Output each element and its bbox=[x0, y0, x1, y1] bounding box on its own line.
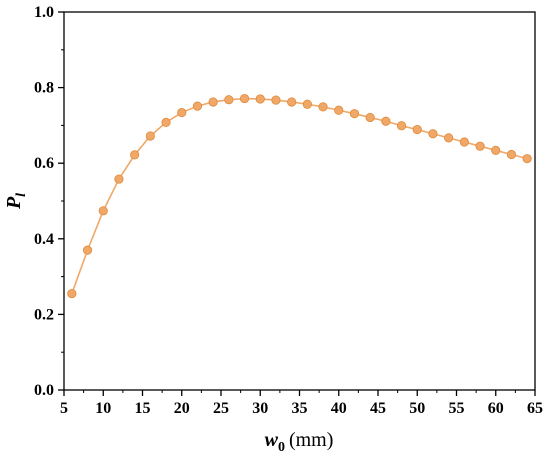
data-point bbox=[255, 94, 265, 104]
x-tick-label: 5 bbox=[60, 400, 68, 417]
x-tick-label: 15 bbox=[135, 400, 151, 417]
y-axis-ticks: 0.0 0.2 0.4 0.6 0.8 1.0 bbox=[34, 4, 64, 399]
y-tick-label: 0.2 bbox=[34, 306, 54, 323]
data-point bbox=[224, 95, 234, 105]
data-point bbox=[145, 131, 155, 141]
y-tick-label: 0.4 bbox=[34, 231, 54, 248]
x-axis-title-unit: (mm) bbox=[289, 429, 333, 451]
data-point bbox=[412, 124, 422, 135]
x-tick-label: 50 bbox=[409, 400, 425, 417]
data-point bbox=[365, 112, 375, 123]
x-axis-ticks: 5 10 15 20 25 30 35 40 45 50 55 60 65 bbox=[60, 390, 543, 417]
y-tick-label: 1.0 bbox=[34, 4, 54, 21]
x-axis-title-sub: 0 bbox=[278, 440, 285, 455]
x-tick-label: 10 bbox=[95, 400, 111, 417]
x-tick-label: 35 bbox=[292, 400, 308, 417]
data-point bbox=[491, 145, 501, 155]
data-point bbox=[271, 95, 281, 105]
data-point bbox=[506, 149, 517, 160]
data-point bbox=[318, 102, 328, 112]
data-point bbox=[349, 109, 360, 119]
y-tick-label: 0.8 bbox=[34, 80, 54, 97]
x-tick-label: 65 bbox=[527, 400, 543, 417]
data-point bbox=[287, 97, 297, 107]
data-point bbox=[177, 107, 187, 118]
data-point bbox=[302, 99, 312, 109]
data-point bbox=[208, 97, 218, 107]
y-tick-label: 0.0 bbox=[34, 382, 54, 399]
y-axis-title: Pl bbox=[3, 193, 29, 210]
plot-frame bbox=[63, 11, 536, 391]
x-tick-label: 60 bbox=[488, 400, 504, 417]
x-axis-title: w0 (mm) bbox=[265, 429, 334, 455]
data-point bbox=[428, 129, 438, 139]
x-axis-title-main: w bbox=[265, 429, 279, 451]
series-line bbox=[71, 97, 528, 294]
y-axis-title-main: P bbox=[3, 196, 25, 210]
data-point bbox=[396, 121, 407, 131]
x-tick-label: 20 bbox=[174, 400, 190, 417]
data-point bbox=[192, 101, 203, 111]
data-point bbox=[130, 150, 140, 160]
y-axis-title-sub: l bbox=[14, 193, 29, 197]
data-point bbox=[334, 105, 344, 115]
x-tick-label: 30 bbox=[252, 400, 268, 417]
data-point bbox=[444, 133, 454, 143]
data-point bbox=[114, 174, 124, 184]
data-point bbox=[239, 93, 250, 104]
data-point bbox=[82, 245, 93, 255]
data-point bbox=[522, 154, 532, 164]
x-tick-label: 45 bbox=[370, 400, 386, 417]
data-point bbox=[381, 116, 391, 126]
x-tick-label: 40 bbox=[331, 400, 347, 417]
series-group bbox=[67, 93, 532, 299]
data-point bbox=[67, 289, 77, 299]
data-point bbox=[475, 141, 485, 151]
x-tick-label: 55 bbox=[449, 400, 465, 417]
x-tick-label: 25 bbox=[213, 400, 229, 417]
data-point bbox=[459, 137, 469, 147]
y-tick-label: 0.6 bbox=[34, 155, 54, 172]
data-point bbox=[161, 117, 171, 127]
data-point bbox=[98, 206, 108, 216]
